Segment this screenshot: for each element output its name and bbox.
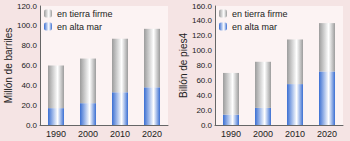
svg-text:0.0: 0.0 bbox=[201, 121, 213, 130]
svg-text:80.0: 80.0 bbox=[21, 41, 37, 50]
svg-text:2020: 2020 bbox=[317, 129, 337, 139]
svg-text:en alta mar: en alta mar bbox=[232, 22, 277, 32]
svg-text:2020: 2020 bbox=[142, 129, 162, 139]
svg-text:2010: 2010 bbox=[110, 129, 130, 139]
svg-text:20.0: 20.0 bbox=[21, 101, 37, 110]
svg-text:1990: 1990 bbox=[46, 129, 66, 139]
svg-text:140.0: 140.0 bbox=[192, 16, 213, 25]
svg-text:20.0: 20.0 bbox=[196, 106, 212, 115]
svg-text:2010: 2010 bbox=[285, 129, 305, 139]
svg-text:160.0: 160.0 bbox=[192, 2, 213, 11]
svg-text:1990: 1990 bbox=[221, 129, 241, 139]
svg-text:en tierra firme: en tierra firme bbox=[232, 9, 288, 19]
svg-text:120.0: 120.0 bbox=[17, 2, 38, 11]
svg-text:2000: 2000 bbox=[253, 129, 273, 139]
svg-text:Millón de barriles: Millón de barriles bbox=[3, 28, 14, 104]
svg-text:en alta mar: en alta mar bbox=[57, 22, 102, 32]
svg-text:100.0: 100.0 bbox=[192, 46, 213, 55]
svg-text:2000: 2000 bbox=[78, 129, 98, 139]
svg-text:Billón de pies4: Billón de pies4 bbox=[178, 33, 189, 98]
svg-text:60.0: 60.0 bbox=[21, 61, 37, 70]
svg-text:120.0: 120.0 bbox=[192, 31, 213, 40]
svg-text:80.0: 80.0 bbox=[196, 61, 212, 70]
svg-text:40.0: 40.0 bbox=[196, 91, 212, 100]
svg-text:60.0: 60.0 bbox=[196, 76, 212, 85]
svg-text:100.0: 100.0 bbox=[17, 21, 38, 30]
svg-text:0.0: 0.0 bbox=[26, 121, 38, 130]
svg-text:40.0: 40.0 bbox=[21, 81, 37, 90]
svg-text:en tierra firme: en tierra firme bbox=[57, 9, 113, 19]
